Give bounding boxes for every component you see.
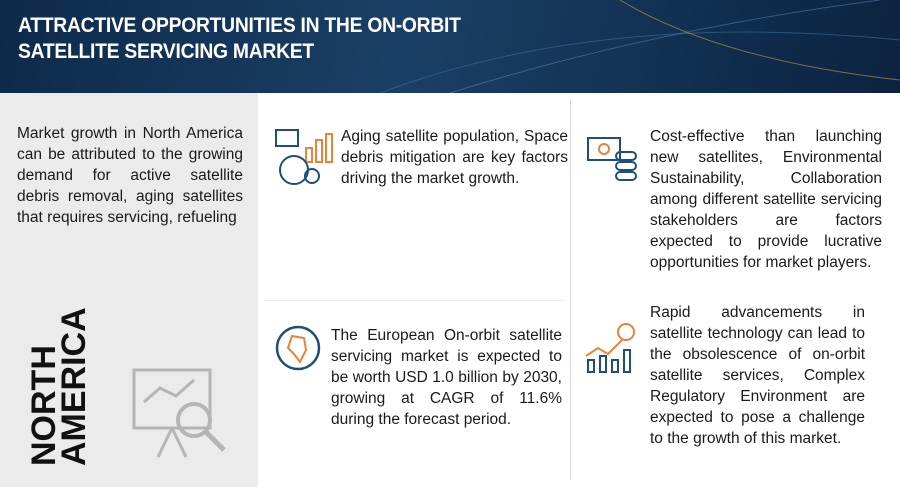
sidebar-text: Market growth in North America can be at… bbox=[17, 125, 243, 226]
card-text: Cost-effective than launching new satell… bbox=[650, 128, 882, 271]
growth-icon bbox=[275, 129, 333, 185]
row-divider bbox=[265, 300, 565, 301]
sidebar bbox=[0, 93, 258, 487]
card-text: The European On-orbit satellite servicin… bbox=[331, 327, 562, 428]
header: ATTRACTIVE OPPORTUNITIES IN THE ON-ORBIT… bbox=[0, 0, 900, 93]
region-line: AMERICA bbox=[55, 307, 93, 466]
money-icon bbox=[587, 137, 637, 181]
analytics-icon bbox=[132, 368, 226, 458]
header-decoration bbox=[379, 0, 900, 93]
card-text: Aging satellite population, Space debris… bbox=[341, 128, 568, 187]
globe-icon bbox=[275, 325, 321, 371]
column-divider bbox=[570, 100, 571, 480]
title-line: ATTRACTIVE OPPORTUNITIES IN THE ON-ORBIT bbox=[18, 14, 461, 37]
card-text: Rapid advancements in satellite technolo… bbox=[650, 304, 865, 447]
decline-icon bbox=[585, 323, 635, 373]
title-line: SATELLITE SERVICING MARKET bbox=[18, 40, 314, 63]
